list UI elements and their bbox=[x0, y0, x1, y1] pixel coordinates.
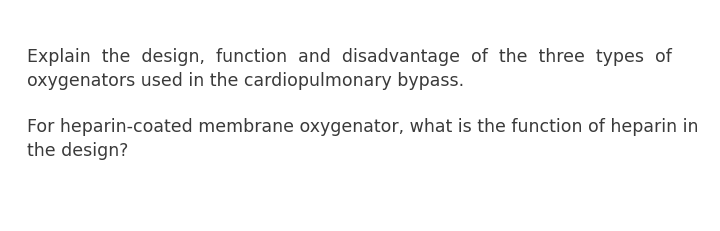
Text: Explain  the  design,  function  and  disadvantage  of  the  three  types  of: Explain the design, function and disadva… bbox=[27, 48, 672, 66]
Text: For heparin-coated membrane oxygenator, what is the function of heparin in: For heparin-coated membrane oxygenator, … bbox=[27, 118, 698, 135]
Text: the design?: the design? bbox=[27, 141, 128, 159]
Text: oxygenators used in the cardiopulmonary bypass.: oxygenators used in the cardiopulmonary … bbox=[27, 72, 464, 90]
